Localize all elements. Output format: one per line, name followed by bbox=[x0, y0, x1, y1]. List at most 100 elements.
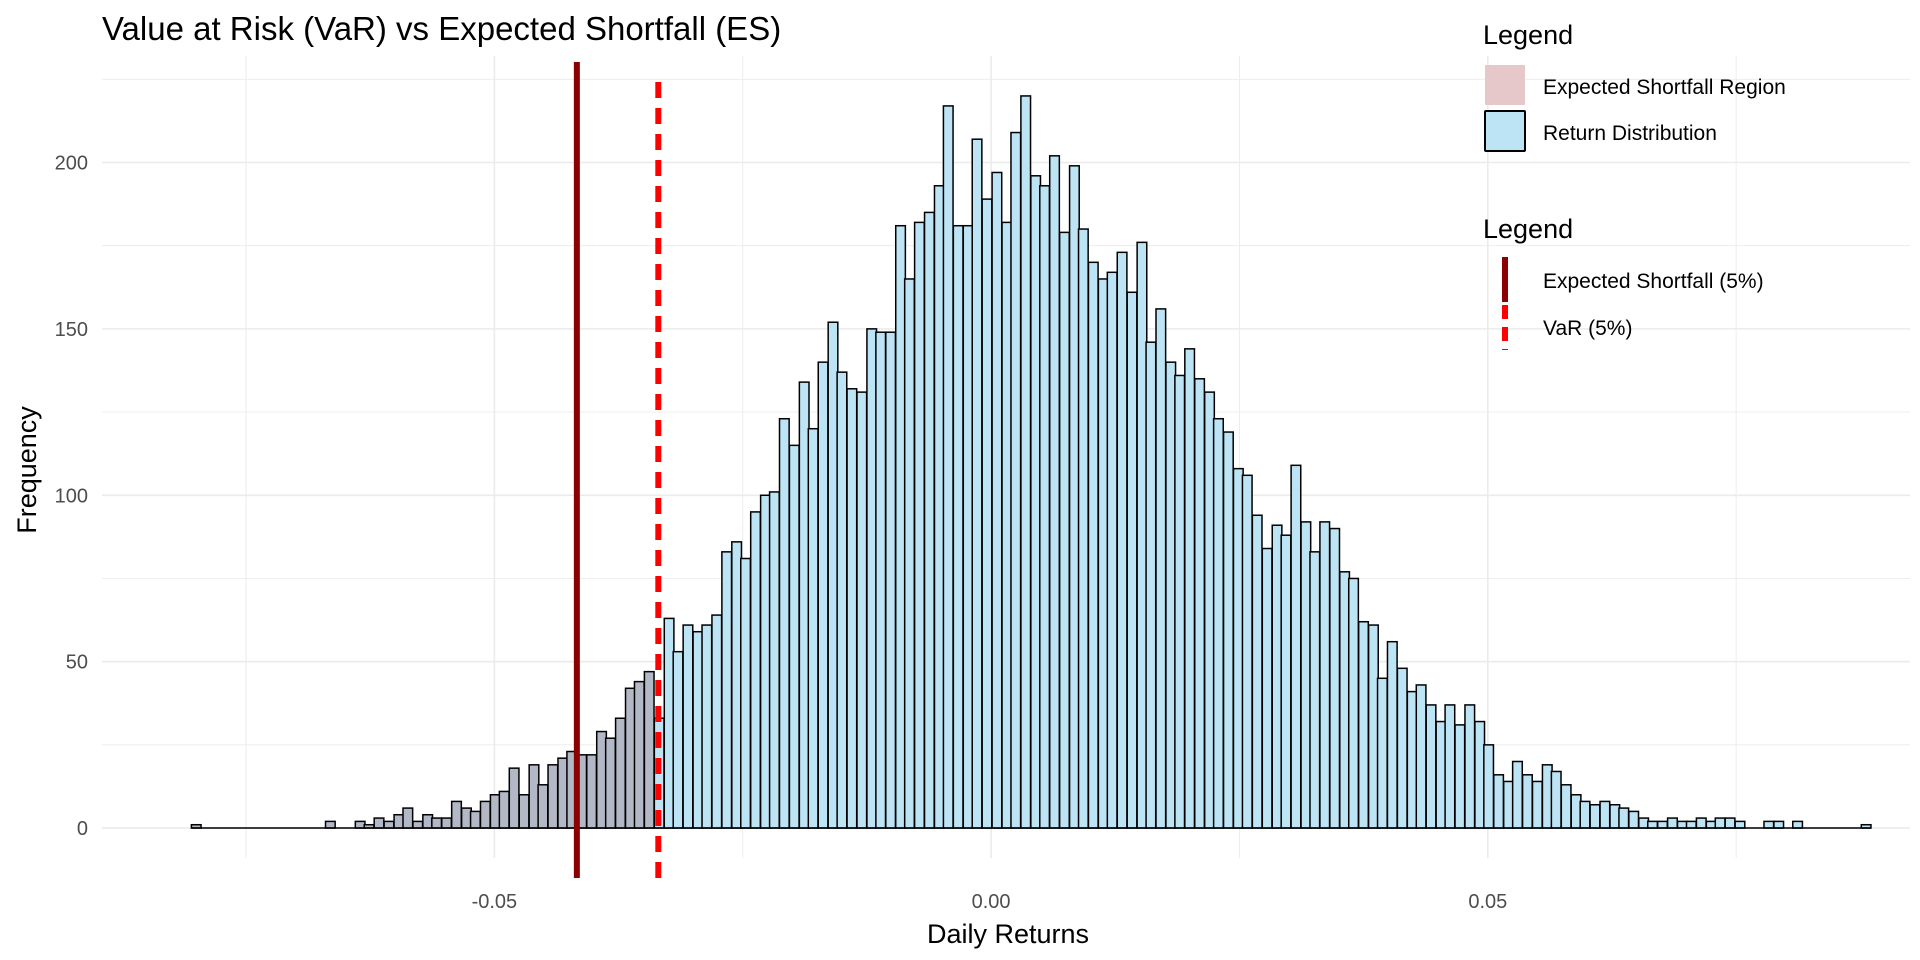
histogram-bar bbox=[817, 361, 829, 829]
histogram-bars bbox=[190, 95, 1872, 829]
histogram-bar bbox=[1367, 624, 1379, 829]
histogram-bar bbox=[1251, 514, 1263, 829]
histogram-bar bbox=[1666, 817, 1678, 829]
x-tick-label: -0.05 bbox=[472, 891, 518, 913]
histogram-bar-tail bbox=[643, 670, 655, 829]
histogram-bar bbox=[663, 617, 675, 829]
histogram-bar bbox=[1261, 547, 1273, 829]
histogram-bar bbox=[682, 624, 694, 829]
histogram-bar bbox=[1415, 684, 1427, 829]
histogram-bar-tail bbox=[402, 807, 414, 829]
histogram-bar bbox=[1030, 175, 1042, 829]
histogram-bar bbox=[1290, 464, 1302, 829]
histogram-bar-tail bbox=[383, 820, 395, 829]
histogram-bar bbox=[778, 417, 790, 829]
histogram-bar bbox=[1483, 744, 1495, 829]
histogram-bar bbox=[1493, 774, 1505, 829]
histogram-bar bbox=[768, 491, 780, 829]
histogram-bar bbox=[1329, 527, 1341, 829]
histogram-bar bbox=[1087, 261, 1099, 829]
histogram-bar-tail bbox=[354, 820, 366, 829]
histogram-bar bbox=[1695, 817, 1707, 829]
histogram-bar-tail bbox=[431, 817, 443, 829]
histogram-bar bbox=[1193, 378, 1206, 829]
histogram-bar bbox=[952, 224, 964, 829]
histogram-bar bbox=[1077, 228, 1089, 829]
histogram-bar bbox=[1425, 704, 1437, 829]
histogram-bar bbox=[1570, 794, 1582, 829]
histogram-bar bbox=[1174, 374, 1186, 829]
histogram-bar bbox=[1136, 241, 1148, 829]
histogram-bar-tail bbox=[324, 820, 336, 829]
histogram-bar bbox=[1714, 817, 1726, 829]
histogram-bar bbox=[1184, 348, 1196, 829]
histogram-bar bbox=[1792, 820, 1804, 829]
histogram-bar bbox=[721, 551, 733, 829]
histogram-bar-tail bbox=[604, 737, 617, 829]
histogram-bar bbox=[1609, 804, 1621, 829]
legend-label-es-region: Expected Shortfall Region bbox=[1543, 76, 1786, 99]
histogram-bar bbox=[1010, 131, 1022, 829]
histogram-bar bbox=[807, 427, 819, 829]
histogram-bar bbox=[933, 185, 945, 829]
histogram-bar bbox=[1203, 391, 1216, 829]
x-tick-label: 0.05 bbox=[1468, 891, 1507, 913]
histogram-bar bbox=[1309, 551, 1321, 829]
histogram-bar-tail bbox=[469, 810, 481, 829]
histogram-bar bbox=[1656, 820, 1669, 829]
y-tick-label: 200 bbox=[55, 152, 88, 174]
histogram-bar-tail bbox=[614, 717, 626, 829]
histogram-bar-tail bbox=[489, 794, 501, 829]
histogram-bar bbox=[846, 388, 858, 829]
histogram-bar bbox=[1531, 780, 1543, 829]
histogram-bar bbox=[1068, 165, 1080, 829]
histogram-bar bbox=[1454, 724, 1466, 829]
legend-fill: Legend Expected Shortfall Region Return … bbox=[1483, 20, 1786, 152]
histogram-bar bbox=[1222, 431, 1234, 829]
histogram-bar bbox=[991, 171, 1003, 829]
histogram-bar bbox=[1511, 760, 1524, 829]
histogram-bar bbox=[1165, 361, 1177, 829]
histogram-bar bbox=[1126, 291, 1138, 829]
histogram-bar bbox=[981, 198, 993, 829]
y-tick-label: 50 bbox=[66, 652, 88, 674]
histogram-bar bbox=[788, 444, 800, 829]
histogram-bar bbox=[1106, 271, 1118, 829]
histogram-bar bbox=[1241, 474, 1253, 829]
histogram-bar bbox=[749, 511, 762, 829]
legend-label-var-line: VaR (5%) bbox=[1543, 317, 1632, 340]
histogram-bar bbox=[740, 557, 752, 829]
histogram-bar bbox=[903, 278, 916, 829]
histogram-bar bbox=[942, 105, 954, 829]
histogram-bar-tail bbox=[479, 800, 491, 829]
histogram-bar bbox=[1001, 221, 1013, 829]
legend-label-es-line: Expected Shortfall (5%) bbox=[1543, 270, 1764, 293]
histogram-bar bbox=[1020, 95, 1032, 829]
histogram-bar-tail bbox=[586, 754, 598, 829]
histogram-bar bbox=[962, 224, 974, 829]
histogram-bar-tail bbox=[373, 817, 385, 829]
histogram-bar bbox=[1685, 820, 1697, 829]
histogram-bar bbox=[672, 650, 684, 829]
histogram-bar bbox=[1300, 521, 1312, 829]
histogram-bar-tail bbox=[624, 687, 636, 829]
histogram-bar bbox=[1724, 817, 1736, 829]
histogram-bar bbox=[711, 614, 723, 829]
histogram-bar bbox=[1502, 780, 1515, 829]
histogram-bar bbox=[1357, 620, 1370, 829]
histogram-bar bbox=[1521, 774, 1533, 829]
histogram-bar-tail bbox=[547, 764, 559, 829]
histogram-bar bbox=[885, 331, 897, 829]
histogram-bar-tail bbox=[393, 813, 405, 829]
histogram-bar bbox=[1541, 764, 1553, 829]
histogram-bar bbox=[1763, 820, 1775, 829]
chart-title: Value at Risk (VaR) vs Expected Shortfal… bbox=[102, 10, 781, 47]
histogram-bar-tail bbox=[422, 813, 434, 829]
histogram-bar bbox=[1386, 640, 1398, 829]
y-tick-label: 150 bbox=[55, 319, 88, 341]
histogram-bar bbox=[1155, 308, 1167, 829]
histogram-bar bbox=[1097, 278, 1109, 829]
histogram-bar-tail bbox=[450, 800, 463, 829]
y-tick-label: 0 bbox=[77, 818, 88, 840]
histogram-bar bbox=[836, 371, 848, 829]
